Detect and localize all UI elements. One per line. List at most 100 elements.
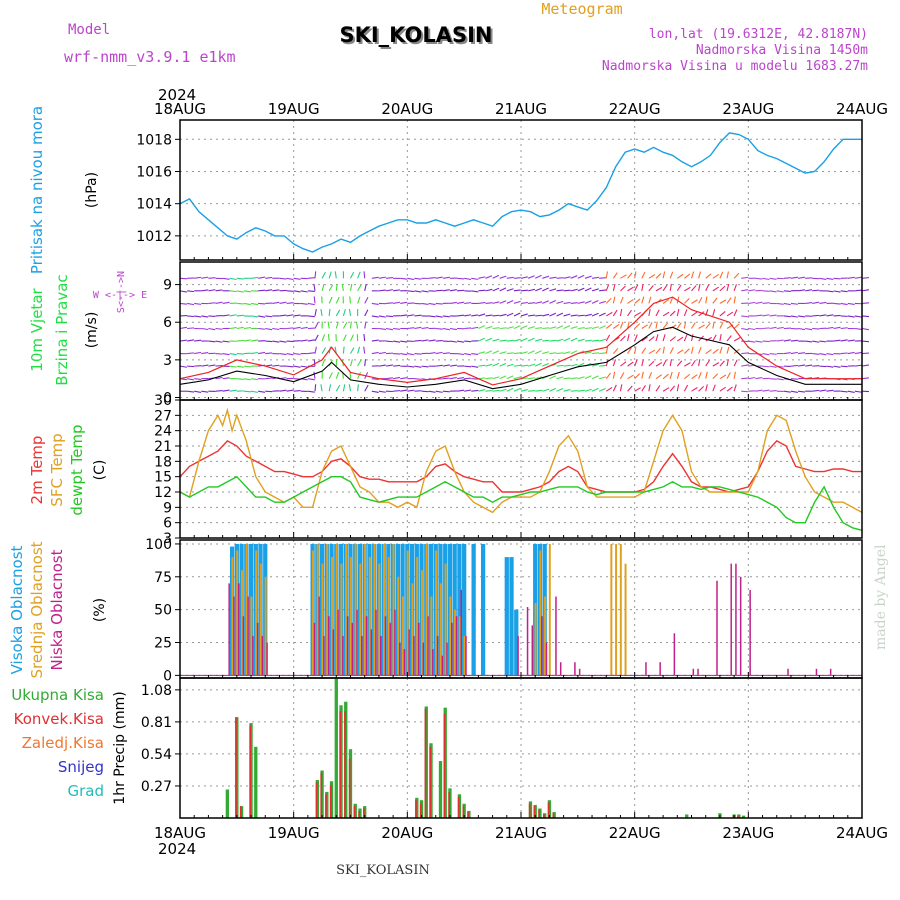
cloud-bar-low: [455, 616, 458, 676]
wind-barb: [655, 286, 663, 292]
model-label: Model: [68, 22, 110, 38]
wind-barb: [307, 390, 315, 393]
wind-barb: [769, 326, 777, 330]
temperature-line-tdew: [179, 475, 863, 531]
wind-barb: [457, 277, 465, 280]
wind-barb: [627, 361, 634, 367]
wind-barb: [179, 277, 188, 280]
wind-barb: [549, 387, 557, 392]
cloud-bar-low: [247, 596, 249, 676]
cloud-bar-low: [375, 609, 377, 676]
wind-barb: [776, 290, 784, 293]
precip-bar-convective: [443, 713, 446, 818]
wind-barb: [363, 346, 366, 354]
wind-barb: [741, 352, 749, 355]
wind-barb: [563, 337, 571, 342]
wind-barb: [748, 340, 756, 343]
wind-barb: [612, 347, 619, 354]
y-tick-label: 21: [154, 439, 172, 455]
wind-barb: [499, 300, 507, 304]
wind-barb: [783, 302, 791, 306]
wind-barb: [769, 390, 777, 392]
wind-barb: [385, 302, 394, 304]
wind-barb: [187, 390, 195, 393]
wind-barb: [755, 377, 763, 380]
wind-barb: [208, 327, 216, 331]
wind-barb: [705, 359, 710, 367]
wind-barb: [819, 353, 827, 356]
wind-barb: [819, 340, 827, 343]
wind-barb: [229, 365, 237, 368]
wind-barb: [442, 377, 450, 380]
wind-barb: [229, 389, 237, 392]
wind-barb: [321, 334, 326, 342]
wind-barb: [272, 340, 280, 343]
wind-barb: [712, 373, 719, 380]
wind-barb: [513, 364, 521, 367]
y-tick-label: 0.81: [141, 715, 172, 731]
wind-barb: [840, 339, 848, 342]
wind-barb: [194, 276, 202, 279]
wind-barb: [797, 364, 806, 367]
wind-barb: [726, 297, 732, 304]
precip-legend-item: Zaledj.Kisa: [22, 734, 104, 752]
wind-barb: [307, 352, 315, 355]
precip-bar-convective: [363, 808, 365, 818]
wind-barb: [577, 274, 585, 279]
wind-barb: [591, 387, 599, 392]
wind-barb: [350, 271, 355, 279]
wind-barb: [535, 376, 543, 380]
temp-ylabel-dew: dewpt Temp: [68, 424, 86, 515]
wind-barb: [861, 315, 870, 318]
wind-barb: [222, 353, 230, 356]
wind-barb: [314, 346, 317, 354]
wind-barb: [556, 312, 564, 317]
wind-barb: [520, 289, 529, 292]
wind-barb: [492, 350, 500, 355]
wind-barb: [805, 340, 813, 343]
wind-barb: [570, 302, 578, 304]
y-tick-label: 12: [154, 485, 172, 501]
wind-barb: [741, 390, 749, 393]
wind-barb: [222, 314, 230, 317]
cloud-bar-mid: [610, 543, 613, 676]
wind-barb: [478, 301, 486, 304]
wind-barb: [662, 284, 668, 292]
wind-barb: [265, 352, 273, 355]
wind-barb: [279, 314, 287, 317]
wind-barb: [371, 390, 379, 393]
wind-barb: [208, 315, 216, 317]
wind-barb: [393, 364, 401, 367]
wind-barb: [208, 289, 216, 292]
wind-barb: [215, 353, 223, 355]
precip-bar-convective: [737, 815, 739, 818]
wind-barb: [542, 351, 550, 355]
cloud-bar-low: [394, 609, 396, 676]
precip-ylabel: 1hr Precip (mm): [112, 691, 128, 804]
cloud-bar-low: [370, 629, 373, 676]
y-tick-label: 27: [154, 408, 172, 424]
wind-barb: [591, 312, 599, 317]
cloud-bar-low: [327, 616, 330, 676]
wind-barb: [535, 301, 543, 304]
wind-barb: [755, 301, 763, 304]
wind-barb: [549, 326, 557, 330]
wind-barb: [478, 313, 486, 317]
wind-barb: [265, 340, 273, 343]
wind-barb: [847, 339, 855, 342]
wind-barb: [599, 289, 607, 292]
wind-barb: [307, 302, 315, 306]
wind-barb: [492, 301, 500, 304]
wind-barb: [598, 312, 606, 317]
wind-barb: [506, 375, 514, 380]
wind-barb: [334, 271, 337, 279]
wind-barb: [513, 277, 521, 279]
cloud-bar-mid: [255, 550, 258, 676]
wind-barb: [726, 386, 733, 392]
wind-barb: [776, 302, 784, 305]
wind-barb: [641, 347, 647, 354]
wind-barb: [435, 302, 443, 305]
wind-barb: [733, 309, 738, 317]
precip-bar-convective: [528, 803, 531, 818]
cloud-bar-mid: [240, 570, 243, 676]
